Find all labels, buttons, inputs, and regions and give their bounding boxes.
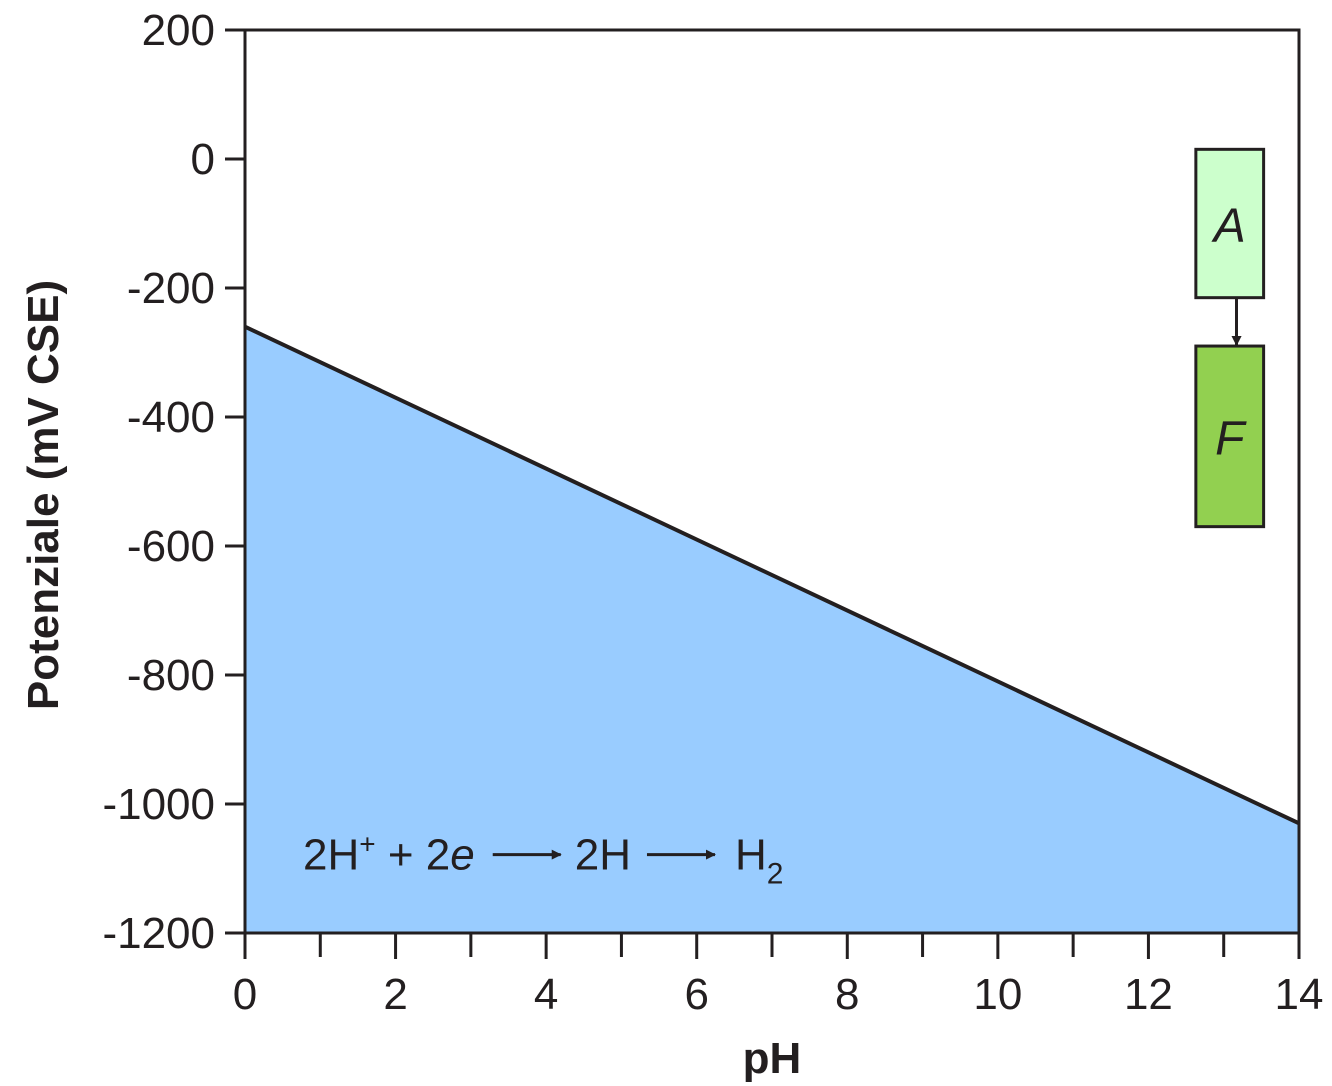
- y-tick-label: 200: [142, 6, 215, 55]
- x-tick-label: 8: [835, 970, 859, 1019]
- x-tick-label: 10: [973, 970, 1022, 1019]
- x-axis-ticks: 0 2 4 6 8 10 12 14: [233, 933, 1324, 1019]
- y-tick-label: -1000: [102, 780, 215, 829]
- y-tick-label: -600: [127, 522, 215, 571]
- x-tick-label: 4: [534, 970, 558, 1019]
- x-tick-label: 2: [383, 970, 407, 1019]
- box-a-label: A: [1211, 200, 1246, 253]
- box-f-label: F: [1215, 412, 1247, 465]
- box-a: [1194, 147, 1266, 300]
- x-tick-label: 12: [1124, 970, 1173, 1019]
- state-boxes: A F: [1194, 147, 1266, 529]
- reaction-reactants: 2H+ + 2e: [303, 829, 475, 880]
- y-tick-label: -1200: [102, 909, 215, 958]
- y-tick-label: -400: [127, 393, 215, 442]
- hydrogen-equilibrium-line: [244, 324, 1300, 826]
- x-tick-label: 0: [233, 970, 257, 1019]
- x-tick-label: 14: [1275, 970, 1324, 1019]
- reaction-product: H2: [735, 831, 783, 891]
- y-axis-ticks: 200 0 -200 -400 -600 -800 -1000 -1200: [102, 6, 245, 958]
- y-axis-title: Potenziale (mV CSE): [19, 280, 68, 710]
- y-tick-label: -200: [127, 264, 215, 313]
- y-tick-label: 0: [191, 135, 215, 184]
- reaction-intermediate: 2H: [575, 831, 631, 880]
- h2-evolution-region: [245, 326, 1299, 933]
- x-axis-title: pH: [743, 1034, 802, 1083]
- y-tick-label: -800: [127, 651, 215, 700]
- x-tick-label: 6: [684, 970, 708, 1019]
- box-f: [1194, 344, 1266, 529]
- reaction-annotation: 2H+ + 2e 2H H2: [303, 829, 783, 891]
